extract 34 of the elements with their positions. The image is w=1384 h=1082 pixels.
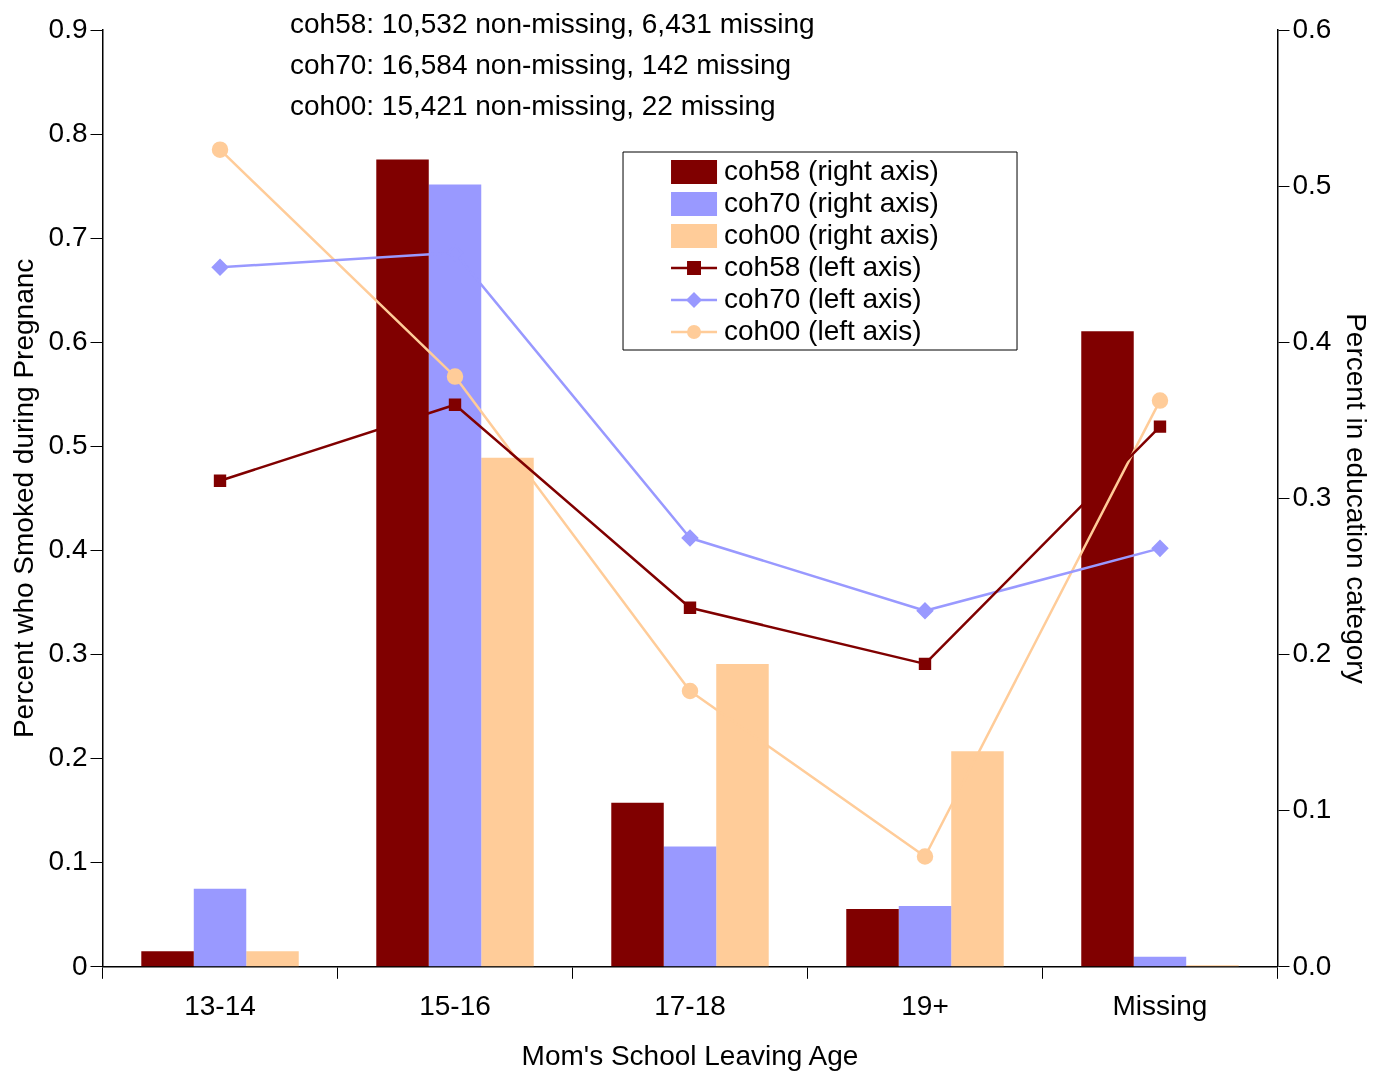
y-tick-label: 0.3 bbox=[48, 637, 88, 669]
x-tick-label: Missing bbox=[1112, 990, 1208, 1022]
legend-label: coh70 (right axis) bbox=[724, 186, 939, 218]
annotation: coh58: 10,532 non-missing, 6,431 missing bbox=[290, 7, 815, 39]
y2-tick-label: 0.0 bbox=[1292, 949, 1332, 981]
y-tick-label: 0.4 bbox=[48, 533, 88, 565]
y-tick-label: 0 bbox=[71, 949, 88, 981]
y-axis-title: Percent who Smoked during Pregnanc bbox=[7, 258, 39, 739]
y-tick-label: 0.9 bbox=[48, 12, 88, 44]
y-tick-label: 0.7 bbox=[48, 220, 88, 252]
x-tick-label: 17-18 bbox=[654, 990, 726, 1022]
x-axis-title: Mom's School Leaving Age bbox=[521, 1039, 859, 1071]
annotation: coh00: 15,421 non-missing, 22 missing bbox=[290, 89, 776, 121]
y-tick-label: 0.5 bbox=[48, 429, 88, 461]
annotation: coh70: 16,584 non-missing, 142 missing bbox=[290, 48, 792, 80]
legend-label: coh70 (left axis) bbox=[724, 282, 922, 314]
y2-tick-label: 0.6 bbox=[1292, 12, 1332, 44]
legend-label: coh00 (right axis) bbox=[724, 218, 939, 250]
legend-label: coh58 (left axis) bbox=[724, 250, 922, 282]
y2-tick-label: 0.1 bbox=[1292, 793, 1332, 825]
y2-axis-title: Percent in education category bbox=[1341, 313, 1373, 684]
legend-label: coh58 (right axis) bbox=[724, 154, 939, 186]
x-tick-label: 13-14 bbox=[184, 990, 256, 1022]
y-tick-label: 0.8 bbox=[48, 116, 88, 148]
legend-label: coh00 (left axis) bbox=[724, 314, 922, 346]
y2-tick-label: 0.3 bbox=[1292, 481, 1332, 513]
x-tick-label: 19+ bbox=[901, 990, 949, 1022]
y-tick-label: 0.6 bbox=[48, 324, 88, 356]
y2-tick-label: 0.4 bbox=[1292, 324, 1332, 356]
y2-tick-label: 0.2 bbox=[1292, 637, 1332, 669]
x-tick-label: 15-16 bbox=[419, 990, 491, 1022]
y-tick-label: 0.2 bbox=[48, 741, 88, 773]
y-tick-label: 0.1 bbox=[48, 845, 88, 877]
y2-tick-label: 0.5 bbox=[1292, 168, 1332, 200]
